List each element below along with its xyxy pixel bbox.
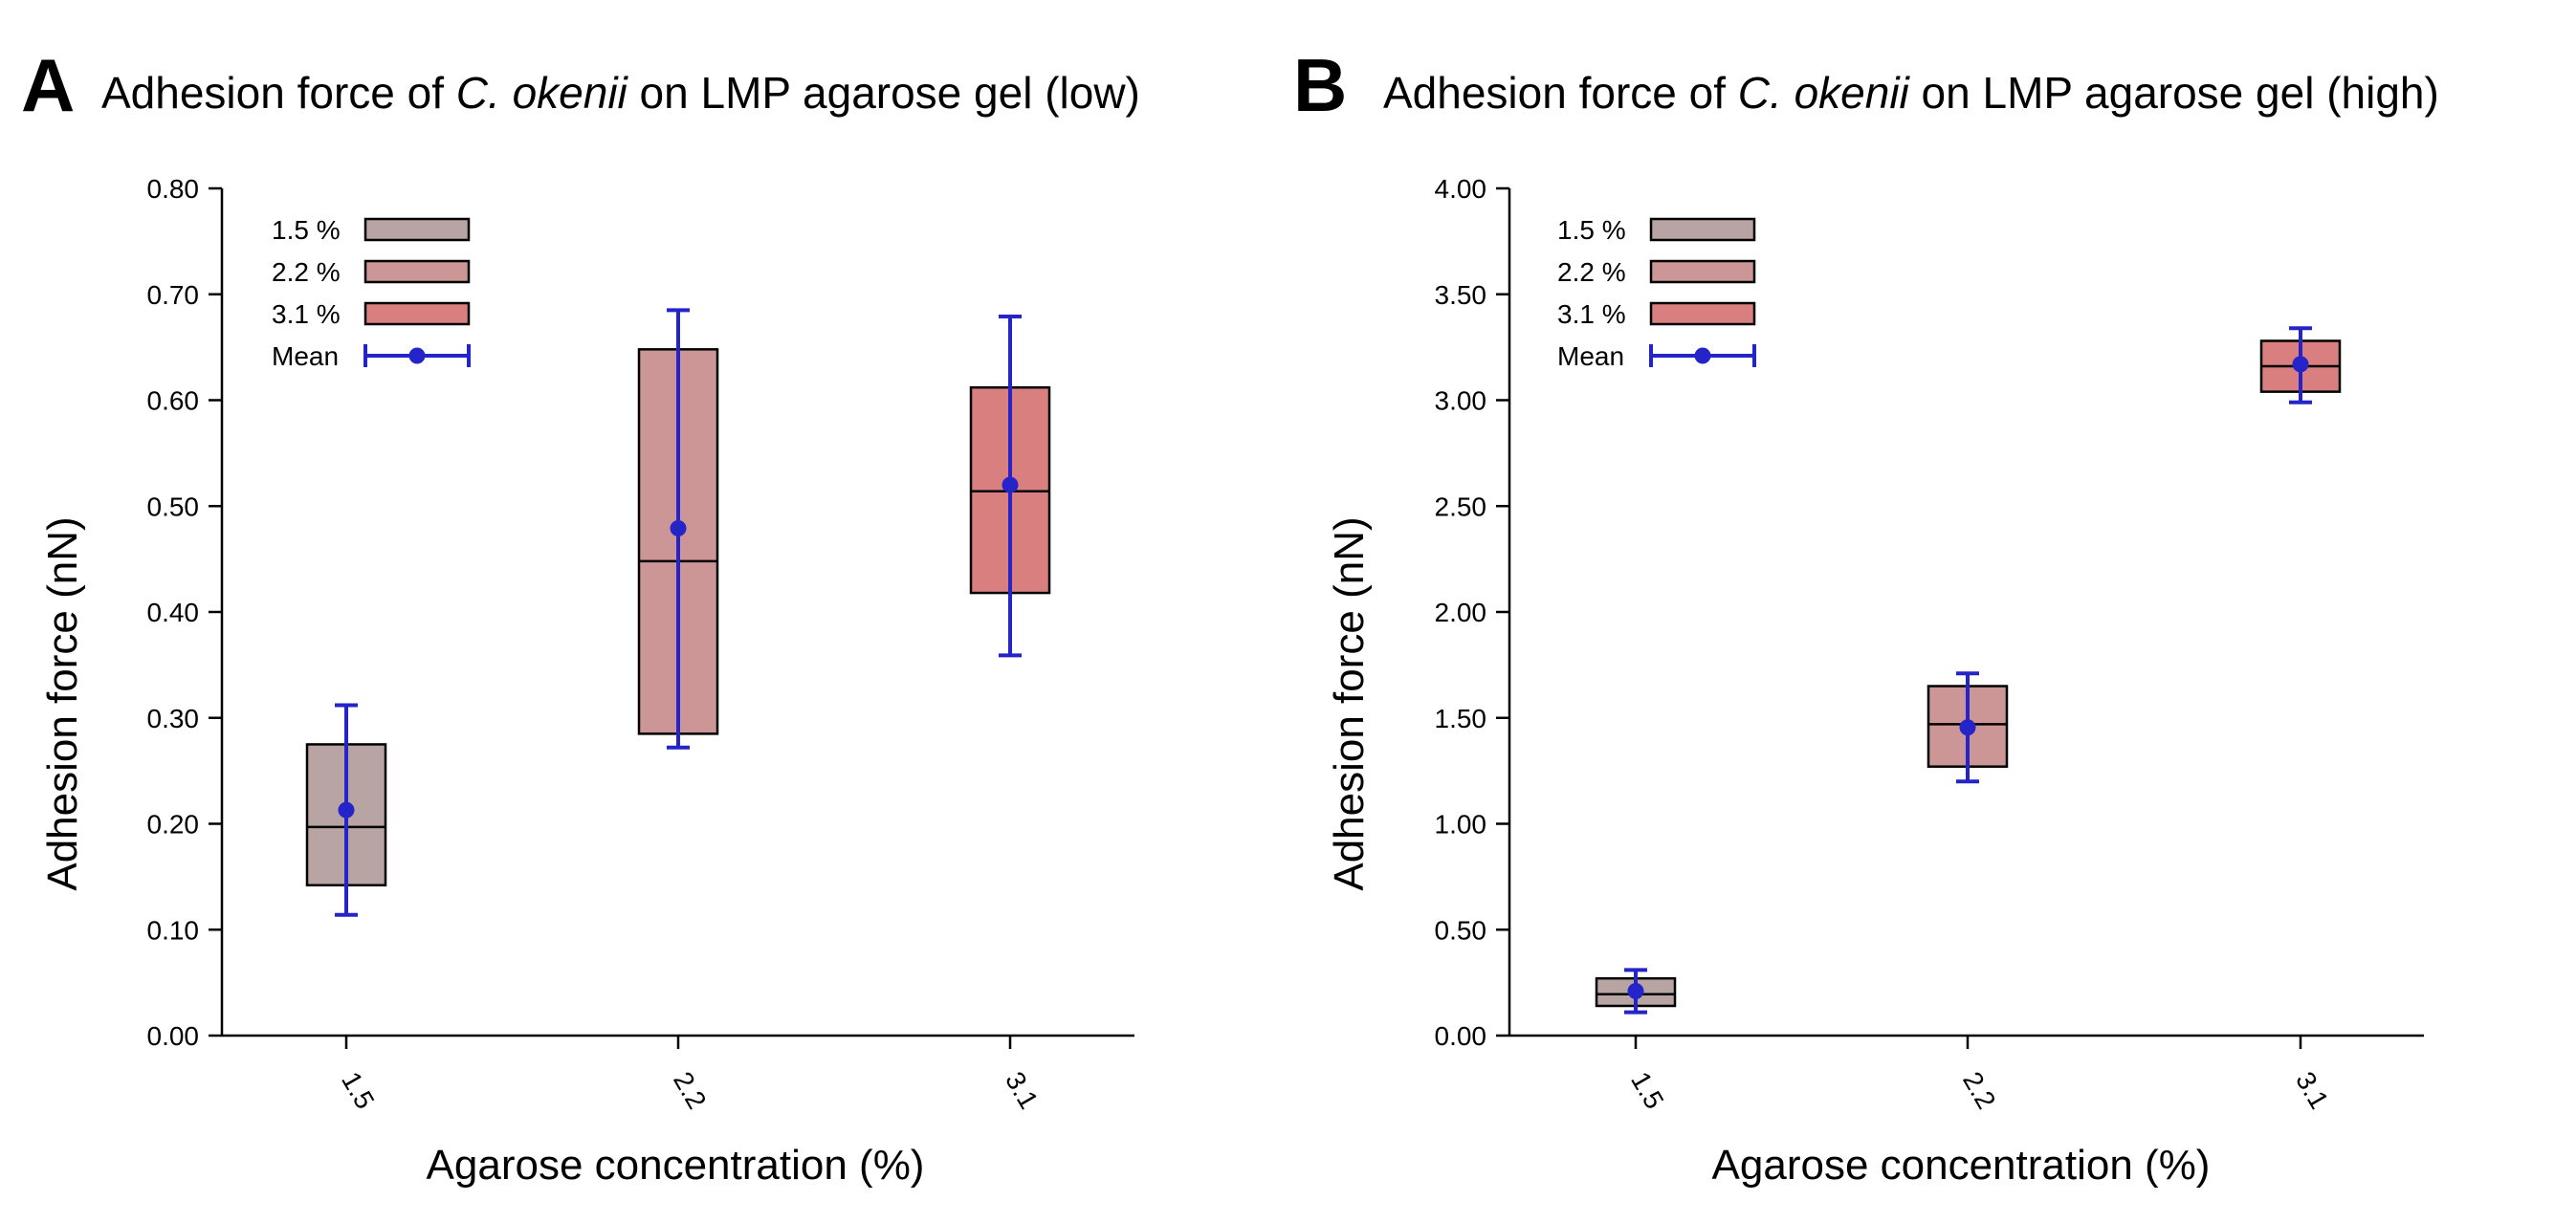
y-tick-label: 0.40: [147, 598, 200, 627]
legend-swatch: [363, 217, 471, 242]
y-tick-label: 4.00: [1435, 174, 1487, 204]
legend-label: 1.5 %: [272, 215, 341, 245]
title-prefix: Adhesion force of: [101, 68, 456, 118]
title-suffix: on LMP agarose gel (low): [627, 68, 1140, 118]
legend-swatch: [363, 301, 471, 326]
mean-point-2.2: [670, 520, 687, 537]
y-tick-label: 0.00: [147, 1021, 200, 1051]
x-tick-label: 1.5: [336, 1067, 380, 1114]
legend-swatch: [1649, 301, 1756, 326]
y-tick-label: 0.80: [147, 174, 200, 204]
y-tick-label: 2.00: [1435, 598, 1487, 627]
y-tick-label: 1.00: [1435, 810, 1487, 840]
legend-label: 3.1 %: [1557, 299, 1626, 329]
y-tick-label: 0.10: [147, 915, 200, 945]
y-tick-label: 0.60: [147, 386, 200, 416]
x-tick-label: 3.1: [1000, 1067, 1044, 1114]
y-tick-label: 0.20: [147, 810, 200, 840]
legend-swatch: [1649, 259, 1756, 284]
legend-label: 2.2 %: [1557, 257, 1626, 287]
panel-a: A Adhesion force of C. okenii on LMP aga…: [21, 43, 1140, 1189]
title-suffix: on LMP agarose gel (high): [1909, 68, 2439, 118]
panel-b-title: Adhesion force of C. okenii on LMP agaro…: [1383, 68, 2439, 118]
y-tick-label: 0.50: [1435, 915, 1487, 945]
mean-point-2.2: [1959, 719, 1976, 736]
legend-label: Mean: [272, 341, 339, 371]
x-tick-label: 3.1: [2290, 1067, 2334, 1114]
title-species: C. okenii: [1738, 68, 1911, 118]
panel-a-title: Adhesion force of C. okenii on LMP agaro…: [101, 68, 1140, 118]
legend-mean-point: [408, 347, 426, 364]
boxes: [305, 308, 1051, 917]
y-tick-label: 0.00: [1435, 1021, 1487, 1051]
legend-swatch: [363, 259, 471, 284]
y-tick-label: 3.50: [1435, 280, 1487, 310]
x-axis-label: Agarose concentration (%): [427, 1142, 925, 1189]
legend-mean-point: [1694, 347, 1711, 364]
title-prefix: Adhesion force of: [1383, 68, 1738, 118]
legend-swatch: [1649, 217, 1756, 242]
y-axis-label: Adhesion force (nN): [39, 516, 86, 890]
legend-label: Mean: [1557, 341, 1624, 371]
y-tick-label: 2.50: [1435, 491, 1487, 521]
y-tick-label: 3.00: [1435, 386, 1487, 416]
x-tick-label: 2.2: [1957, 1067, 2001, 1114]
legend-label: 2.2 %: [272, 257, 341, 287]
legend: 1.5 % 2.2 % 3.1 % Mean: [1557, 215, 1756, 371]
panel-b: B Adhesion force of C. okenii on LMP aga…: [1293, 43, 2439, 1189]
title-species: C. okenii: [456, 68, 629, 118]
mean-point-3.1: [1002, 476, 1019, 493]
legend: 1.5 % 2.2 % 3.1 % Mean: [272, 215, 471, 371]
x-tick-label: 2.2: [668, 1067, 712, 1114]
axes: 0.00 0.10 0.20 0.30 0.40 0.50 0.60 0.70 0.80 1.5 2…: [147, 174, 1134, 1114]
x-tick-label: 1.5: [1625, 1067, 1669, 1114]
boxes: [1595, 326, 2342, 1015]
legend-label: 1.5 %: [1557, 215, 1626, 245]
panel-letter-a: A: [21, 43, 75, 127]
panel-letter-b: B: [1293, 43, 1347, 127]
y-tick-label: 0.50: [147, 491, 200, 521]
y-tick-label: 0.70: [147, 280, 200, 310]
y-tick-label: 1.50: [1435, 704, 1487, 733]
y-axis-label: Adhesion force (nN): [1326, 516, 1373, 890]
y-tick-label: 0.30: [147, 704, 200, 733]
mean-point-3.1: [2292, 356, 2309, 373]
mean-point-1.5: [338, 801, 355, 819]
legend-label: 3.1 %: [272, 299, 341, 329]
x-axis-label: Agarose concentration (%): [1712, 1142, 2211, 1189]
mean-point-1.5: [1627, 982, 1644, 999]
